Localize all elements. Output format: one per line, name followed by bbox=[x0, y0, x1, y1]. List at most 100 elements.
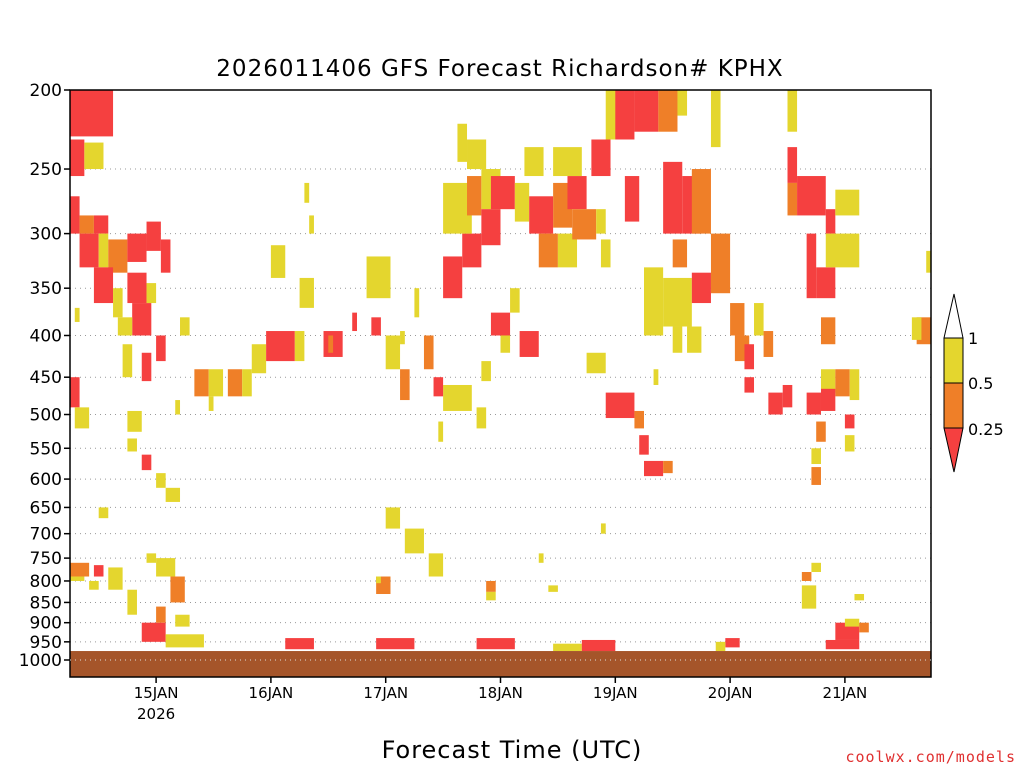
cell-orange-77 bbox=[658, 90, 678, 132]
cell-red-143 bbox=[605, 392, 635, 419]
cell-yellow-26 bbox=[165, 487, 181, 502]
cell-orange-118 bbox=[801, 572, 812, 581]
legend-arrow-top bbox=[943, 293, 964, 339]
cell-red-0 bbox=[70, 90, 114, 137]
legend: 1 0.5 0.25 bbox=[943, 293, 1004, 473]
cell-yellow-123 bbox=[854, 594, 865, 601]
y-tick-label-750: 750 bbox=[30, 549, 62, 569]
cell-yellow-42 bbox=[127, 589, 137, 615]
cell-yellow-127 bbox=[443, 384, 472, 411]
cell-yellow-164 bbox=[175, 614, 190, 627]
cell-yellow-30 bbox=[242, 369, 252, 397]
cell-red-95 bbox=[787, 147, 798, 183]
cell-yellow-83 bbox=[644, 267, 664, 336]
cell-red-92 bbox=[768, 392, 783, 415]
cell-yellow-140 bbox=[553, 643, 582, 652]
cell-orange-109 bbox=[816, 421, 826, 442]
legend-bin-orange bbox=[943, 382, 964, 429]
cell-yellow-46 bbox=[165, 634, 204, 648]
cell-yellow-54 bbox=[404, 528, 424, 554]
x-tick-label-20JAN: 20JAN bbox=[708, 684, 753, 702]
cell-red-75 bbox=[624, 176, 640, 222]
cell-yellow-25 bbox=[156, 473, 166, 488]
cell-yellow-121 bbox=[844, 618, 860, 627]
cell-yellow-138 bbox=[481, 361, 491, 382]
cell-red-135 bbox=[490, 312, 511, 336]
cell-red-58 bbox=[443, 256, 463, 299]
cell-red-43 bbox=[141, 622, 166, 642]
cell-yellow-23 bbox=[127, 438, 137, 452]
cell-orange-52 bbox=[423, 335, 434, 370]
cell-yellow-169 bbox=[538, 553, 544, 563]
cell-yellow-55 bbox=[428, 553, 444, 577]
y-tick-label-550: 550 bbox=[30, 439, 62, 459]
cell-yellow-136 bbox=[500, 335, 511, 353]
cell-red-20 bbox=[70, 377, 80, 408]
cell-red-14 bbox=[127, 272, 147, 304]
cell-red-74 bbox=[615, 90, 635, 140]
cell-yellow-37 bbox=[309, 215, 314, 234]
cell-red-128 bbox=[433, 377, 444, 397]
cell-yellow-115 bbox=[911, 317, 922, 340]
cell-orange-39 bbox=[70, 562, 90, 577]
y-tick-label-800: 800 bbox=[30, 572, 62, 592]
cell-orange-61 bbox=[467, 176, 482, 216]
cell-yellow-162 bbox=[70, 576, 85, 581]
cell-yellow-13 bbox=[113, 288, 123, 318]
cell-yellow-139 bbox=[548, 585, 558, 592]
y-tick-label-900: 900 bbox=[30, 614, 62, 634]
cell-yellow-173 bbox=[175, 400, 181, 415]
cell-yellow-156 bbox=[457, 123, 468, 162]
cell-yellow-101 bbox=[835, 189, 860, 216]
chart-title: 2026011406 GFS Forecast Richardson# KPHX bbox=[216, 56, 783, 82]
cell-orange-51 bbox=[400, 369, 410, 401]
cell-red-120 bbox=[835, 622, 860, 640]
legend-label-0-25: 0.25 bbox=[968, 420, 1004, 439]
cell-yellow-172 bbox=[146, 283, 157, 304]
y-tick-label-350: 350 bbox=[30, 279, 62, 299]
cell-red-91 bbox=[744, 377, 755, 393]
cell-yellow-33 bbox=[294, 331, 305, 362]
cell-yellow-137 bbox=[510, 288, 520, 313]
cell-yellow-53 bbox=[385, 507, 401, 529]
cell-yellow-50 bbox=[385, 335, 401, 370]
legend-bin-yellow bbox=[943, 337, 964, 384]
cell-yellow-21 bbox=[74, 407, 90, 429]
cell-red-125 bbox=[725, 638, 740, 648]
cell-yellow-157 bbox=[467, 139, 487, 170]
cell-orange-175 bbox=[328, 335, 334, 353]
cell-yellow-170 bbox=[74, 307, 80, 322]
cell-red-97 bbox=[797, 176, 826, 216]
cell-orange-80 bbox=[691, 169, 711, 234]
y-tick-label-250: 250 bbox=[30, 160, 62, 180]
plot-frame bbox=[69, 89, 932, 678]
cell-red-49 bbox=[371, 317, 381, 336]
y-tick-label-950: 950 bbox=[30, 633, 62, 653]
cell-red-6 bbox=[79, 233, 99, 268]
cell-yellow-117 bbox=[801, 585, 817, 609]
cell-orange-45 bbox=[170, 576, 185, 603]
cell-yellow-130 bbox=[438, 421, 444, 442]
cell-yellow-106 bbox=[849, 369, 860, 401]
cell-yellow-165 bbox=[146, 553, 157, 563]
cell-orange-105 bbox=[835, 369, 850, 397]
cell-yellow-148 bbox=[672, 326, 683, 353]
cell-yellow-41 bbox=[108, 567, 123, 590]
cell-red-176 bbox=[352, 312, 357, 332]
cell-red-40 bbox=[93, 565, 104, 577]
cell-yellow-35 bbox=[299, 277, 314, 308]
cell-yellow-151 bbox=[596, 209, 606, 234]
legend-arrow-bottom bbox=[943, 427, 964, 473]
cell-yellow-163 bbox=[89, 580, 99, 590]
cell-orange-144 bbox=[634, 410, 644, 429]
cell-yellow-38 bbox=[304, 182, 310, 203]
x-axis-title: Forecast Time (UTC) bbox=[382, 736, 643, 764]
cell-yellow-174 bbox=[208, 396, 214, 411]
cell-yellow-7 bbox=[98, 233, 109, 268]
cell-orange-71 bbox=[572, 209, 597, 240]
cell-red-134 bbox=[519, 331, 539, 357]
cell-red-11 bbox=[160, 239, 171, 273]
cell-yellow-110 bbox=[811, 448, 821, 465]
